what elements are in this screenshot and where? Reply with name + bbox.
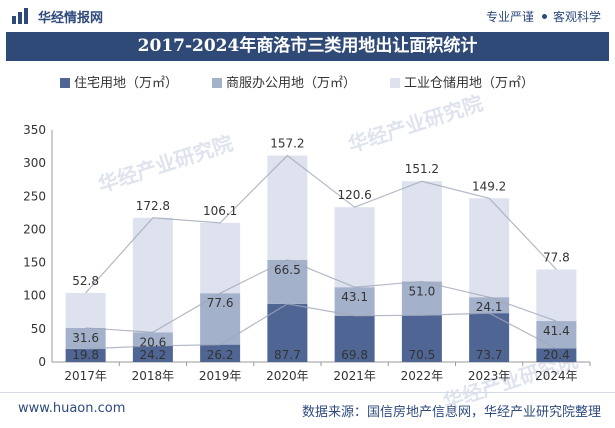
bar-segment <box>334 287 375 316</box>
bar-segment <box>132 345 173 362</box>
data-label: 149.2 <box>472 179 506 193</box>
data-label: 41.4 <box>543 324 570 338</box>
legend-item-commercial: 商服办公用地（万㎡） <box>212 72 356 91</box>
bar-segment <box>132 217 173 333</box>
footer: www.huaon.com 数据来源：国信房地产信息网，华经产业研究院整理 <box>0 392 615 428</box>
bar-segment <box>536 321 577 349</box>
x-tick-label: 2017年 <box>64 369 107 383</box>
x-tick-label: 2019年 <box>199 369 242 383</box>
data-label: 19.8 <box>72 348 99 362</box>
bar-segment <box>536 269 577 322</box>
bar-segment <box>65 327 106 349</box>
data-label: 120.6 <box>337 188 371 202</box>
series-connector-line <box>85 259 557 333</box>
y-tick-label: 50 <box>31 322 46 336</box>
bar-segment <box>132 332 173 346</box>
legend-item-industrial: 工业仓储用地（万㎡） <box>390 72 534 91</box>
tagline: 专业严谨 客观科学 <box>486 8 601 25</box>
x-tick-label: 2022年 <box>401 369 444 383</box>
data-label: 20.6 <box>140 335 167 349</box>
tagline-right: 客观科学 <box>552 10 601 24</box>
y-tick-label: 300 <box>23 156 46 170</box>
bar-segment <box>334 207 375 288</box>
y-tick-label: 250 <box>23 189 46 203</box>
series-connector-line <box>85 154 557 294</box>
tagline-dot <box>541 14 547 19</box>
y-tick-label: 0 <box>38 355 46 369</box>
bar-segment <box>65 292 106 328</box>
x-tick-label: 2023年 <box>468 369 511 383</box>
bar-segment <box>200 344 241 362</box>
bar-segment <box>267 259 308 304</box>
y-tick-label: 100 <box>23 289 46 303</box>
bar-segment <box>65 348 106 362</box>
data-label: 26.2 <box>207 348 234 362</box>
data-label: 24.1 <box>476 300 503 314</box>
x-tick-label: 2024年 <box>535 369 578 383</box>
data-label: 77.8 <box>543 250 570 264</box>
bar-segment <box>536 348 577 362</box>
legend-swatch-residential <box>60 78 70 88</box>
data-label: 51.0 <box>409 284 436 298</box>
chart-title: 2017-2024年商洛市三类用地出让面积统计 <box>6 32 609 61</box>
bar-segment <box>200 222 241 294</box>
x-tick-label: 2021年 <box>333 369 376 383</box>
legend-label-industrial: 工业仓储用地（万㎡） <box>404 76 535 91</box>
data-label: 77.6 <box>207 296 234 310</box>
data-label: 31.6 <box>72 331 99 345</box>
bar-segment <box>334 315 375 362</box>
legend-item-residential: 住宅用地（万㎡） <box>60 72 178 91</box>
top-bar: 华经情报网 专业严谨 客观科学 <box>0 0 615 32</box>
data-label: 151.2 <box>405 162 439 176</box>
stacked-bar-chart: 0 50 100 150 200 250 300 350 2017年 2018年 2019年 2020… <box>23 123 591 383</box>
bar-segment <box>401 281 442 316</box>
y-tick-label: 200 <box>23 222 46 236</box>
data-label: 70.5 <box>409 348 436 362</box>
data-label: 172.8 <box>136 199 170 213</box>
series-connector-line <box>85 303 557 350</box>
legend-swatch-commercial <box>212 78 222 88</box>
bar-segment <box>401 181 442 282</box>
data-label: 43.1 <box>341 290 368 304</box>
legend-swatch-industrial <box>390 78 400 88</box>
data-label: 106.1 <box>203 204 237 218</box>
data-label: 52.8 <box>72 274 99 288</box>
chart-legend: 住宅用地（万㎡） 商服办公用地（万㎡） 工业仓储用地（万㎡） <box>60 72 605 91</box>
data-label: 73.7 <box>476 348 503 362</box>
bar-segment <box>267 303 308 362</box>
bar-segment <box>469 198 510 298</box>
legend-label-commercial: 商服办公用地（万㎡） <box>226 76 357 91</box>
data-label: 24.2 <box>140 348 167 362</box>
data-label: 157.2 <box>270 137 304 151</box>
bar-segment <box>401 315 442 362</box>
y-tick-label: 150 <box>23 256 46 270</box>
footer-url: www.huaon.com <box>18 401 126 416</box>
bar-segment <box>267 155 308 260</box>
x-tick-label: 2018年 <box>132 369 175 383</box>
data-label: 69.8 <box>341 348 368 362</box>
x-tick-label: 2020年 <box>266 369 309 383</box>
data-label: 87.7 <box>274 348 301 362</box>
data-label: 66.5 <box>274 263 301 277</box>
bar-segment <box>469 313 510 362</box>
legend-label-residential: 住宅用地（万㎡） <box>74 76 179 91</box>
brand-name: 华经情报网 <box>38 11 104 26</box>
tagline-left: 专业严谨 <box>485 10 534 24</box>
footer-source: 数据来源：国信房地产信息网，华经产业研究院整理 <box>301 405 601 420</box>
y-tick-label: 350 <box>23 123 46 137</box>
logo-icon <box>12 8 28 24</box>
data-label: 20.4 <box>543 348 570 362</box>
